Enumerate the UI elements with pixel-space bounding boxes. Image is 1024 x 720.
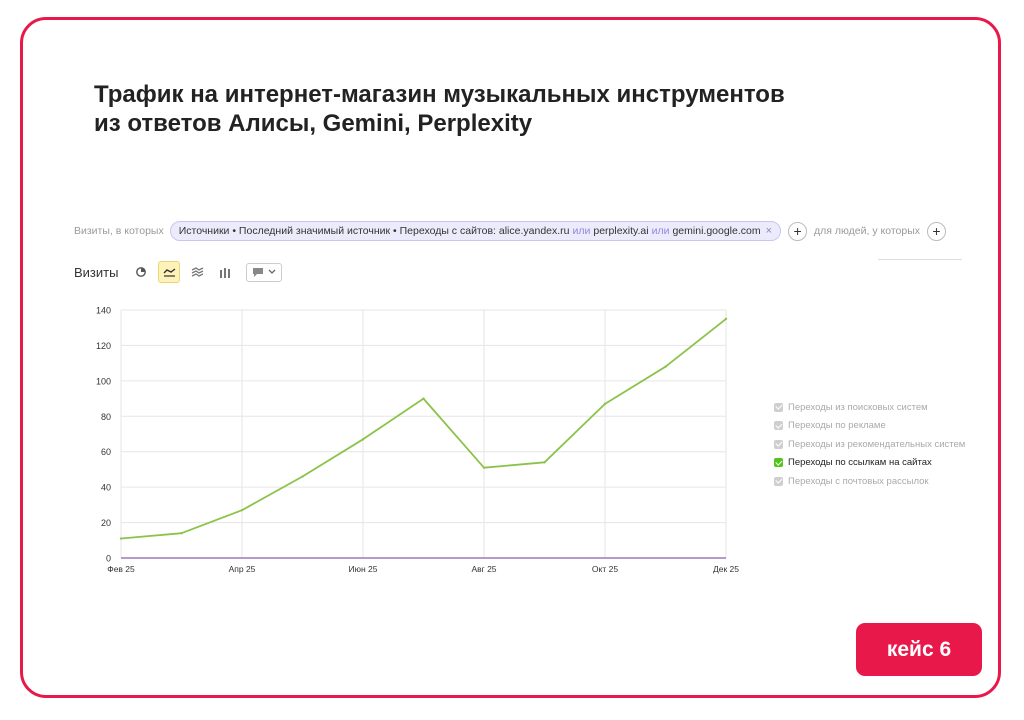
- x-tick-label: Фев 25: [107, 564, 135, 574]
- data-point: [543, 461, 546, 464]
- data-point: [603, 402, 607, 406]
- y-tick-label: 100: [96, 376, 111, 386]
- y-tick-label: 140: [96, 306, 111, 316]
- title-line-2: из ответов Алисы, Gemini, Perplexity: [94, 110, 533, 137]
- legend-item[interactable]: Переходы по ссылкам на сайтах: [774, 454, 965, 473]
- y-tick-label: 80: [101, 412, 111, 422]
- filter-chip[interactable]: Источники • Последний значимый источник …: [169, 221, 782, 241]
- checkbox-icon[interactable]: [774, 402, 783, 412]
- checkbox-icon[interactable]: [774, 458, 783, 468]
- data-point: [240, 508, 244, 512]
- data-point: [180, 532, 183, 535]
- checkbox-icon[interactable]: [774, 476, 783, 486]
- series-line: [120, 318, 727, 540]
- x-tick-label: Дек 25: [713, 564, 739, 574]
- filter-or-2: или: [651, 225, 670, 237]
- y-tick-label: 40: [101, 483, 111, 493]
- chart-legend: Переходы из поисковых систем Переходы по …: [774, 398, 965, 491]
- legend-item[interactable]: Переходы по рекламе: [774, 417, 965, 436]
- legend-item[interactable]: Переходы с почтовых рассылок: [774, 472, 965, 491]
- chart-toolbar: Визиты: [74, 261, 283, 283]
- card-frame: [20, 17, 1001, 698]
- close-icon[interactable]: ×: [765, 225, 773, 237]
- checkbox-icon[interactable]: [774, 421, 783, 431]
- filter-prefix: Визиты, в которых: [74, 225, 164, 237]
- y-tick-label: 120: [96, 341, 111, 351]
- line-chart-icon[interactable]: [158, 261, 181, 283]
- data-point: [119, 537, 123, 540]
- y-tick-label: 20: [101, 518, 111, 528]
- legend-label: Переходы с почтовых рассылок: [788, 475, 929, 487]
- data-point: [482, 466, 486, 469]
- case-badge: кейс 6: [856, 623, 982, 676]
- page-title: Трафик на интернет-магазин музыкальных и…: [94, 80, 914, 138]
- chevron-down-icon: [268, 269, 276, 274]
- legend-item[interactable]: Переходы из рекомендательных систем: [774, 435, 965, 454]
- y-tick-label: 60: [101, 447, 111, 457]
- annotations-dropdown[interactable]: [246, 262, 283, 282]
- chart-axes: 0 20 40 60 80 100 120 140 Фев 25 Апр 25 Июн 25 Авг …: [96, 306, 739, 575]
- legend-label: Переходы из рекомендательных систем: [788, 438, 966, 450]
- x-tick-label: Авг 25: [471, 564, 496, 574]
- filter-site-2: perplexity.ai: [593, 225, 649, 237]
- y-tick-label: 0: [106, 554, 111, 564]
- legend-label: Переходы по рекламе: [788, 420, 886, 432]
- data-point: [422, 397, 425, 400]
- divider: [878, 259, 962, 260]
- data-point: [301, 475, 304, 478]
- data-point: [724, 317, 728, 321]
- pie-chart-icon[interactable]: [130, 261, 152, 283]
- filter-or-1: или: [572, 225, 591, 237]
- data-point: [664, 365, 667, 368]
- stacked-bar-icon[interactable]: [214, 261, 236, 283]
- filter-chip-main: Источники • Последний значимый источник …: [178, 225, 570, 237]
- x-tick-label: Окт 25: [592, 564, 618, 574]
- data-point: [361, 438, 365, 441]
- x-tick-label: Июн 25: [349, 564, 378, 574]
- legend-label: Переходы по ссылкам на сайтах: [788, 457, 932, 469]
- people-filter-label: для людей, у которых: [814, 225, 920, 237]
- segment-filter-row: Визиты, в которых Источники • Последний …: [74, 220, 946, 242]
- stacked-area-icon[interactable]: [186, 261, 208, 283]
- x-tick-label: Апр 25: [229, 564, 256, 574]
- comment-icon: [253, 267, 264, 277]
- legend-label: Переходы из поисковых систем: [788, 401, 928, 413]
- checkbox-icon[interactable]: [774, 439, 783, 449]
- add-people-condition-button[interactable]: +: [927, 221, 946, 241]
- filter-site-3: gemini.google.com: [672, 225, 761, 237]
- metric-label[interactable]: Визиты: [74, 264, 119, 280]
- chart-series: [119, 317, 728, 540]
- title-line-1: Трафик на интернет-магазин музыкальных и…: [94, 81, 785, 108]
- add-condition-button[interactable]: +: [788, 221, 808, 241]
- legend-item[interactable]: Переходы из поисковых систем: [774, 398, 965, 417]
